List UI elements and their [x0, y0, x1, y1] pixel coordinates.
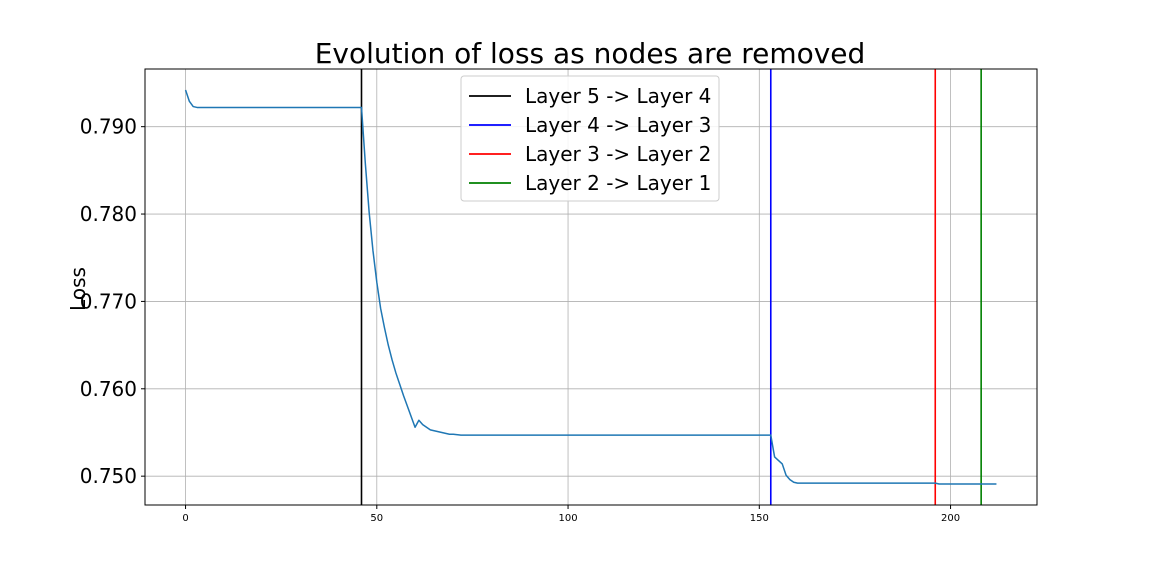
legend: Layer 5 -> Layer 4 Layer 4 -> Layer 3 Laye… — [460, 75, 720, 202]
y-tick-label: 0.790 — [80, 115, 137, 139]
loss-series-line — [184, 89, 997, 485]
x-axis-ticks: 0 50 100 150 200 — [182, 505, 960, 524]
x-tick-label: 200 — [941, 513, 960, 524]
y-axis-ticks: 0.750 0.760 0.770 0.780 0.790 — [80, 115, 145, 488]
y-tick-label: 0.760 — [80, 377, 137, 401]
legend-label: Layer 4 -> Layer 3 — [525, 113, 711, 137]
plot-area-frame — [144, 68, 1038, 506]
y-axis-label: Loss — [66, 267, 90, 311]
y-tick-label: 0.770 — [80, 289, 137, 313]
y-tick-label: 0.750 — [80, 464, 137, 488]
legend-label: Layer 2 -> Layer 1 — [525, 171, 711, 195]
legend-box — [460, 75, 720, 202]
legend-label: Layer 5 -> Layer 4 — [525, 84, 711, 108]
vertical-markers — [360, 69, 982, 505]
legend-label: Layer 3 -> Layer 2 — [525, 142, 711, 166]
series-group — [184, 89, 997, 485]
chart-title: Evolution of loss as nodes are removed — [315, 37, 866, 70]
x-tick-label: 100 — [559, 513, 578, 524]
x-tick-label: 50 — [370, 513, 383, 524]
x-tick-label: 0 — [182, 513, 188, 524]
y-tick-label: 0.780 — [80, 202, 137, 226]
x-tick-label: 150 — [750, 513, 769, 524]
